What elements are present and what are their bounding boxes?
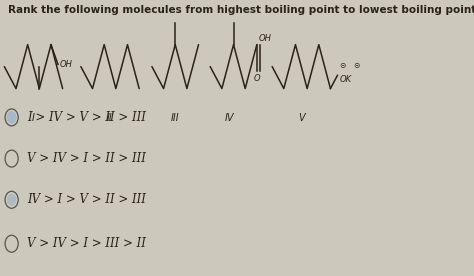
Text: $\circleddash$: $\circleddash$ [339, 62, 347, 70]
Text: Rank the following molecules from highest boiling point to lowest boiling point: Rank the following molecules from highes… [8, 5, 474, 15]
Ellipse shape [7, 194, 16, 206]
Ellipse shape [7, 111, 17, 124]
Text: IV: IV [225, 113, 235, 123]
Text: I: I [32, 113, 35, 123]
Text: I > IV > V > II > III: I > IV > V > II > III [27, 111, 146, 124]
Text: O: O [254, 74, 261, 83]
Text: V: V [298, 113, 305, 123]
Text: II: II [107, 113, 113, 123]
Text: OH: OH [259, 34, 272, 43]
Text: $\circleddash$: $\circleddash$ [353, 62, 361, 70]
Text: IV > I > V > II > III: IV > I > V > II > III [27, 193, 146, 206]
Text: V > IV > I > III > II: V > IV > I > III > II [27, 237, 146, 250]
Text: V > IV > I > II > III: V > IV > I > II > III [27, 152, 146, 165]
Text: OH: OH [60, 60, 73, 69]
Text: OK: OK [339, 75, 351, 84]
Text: III: III [171, 113, 180, 123]
